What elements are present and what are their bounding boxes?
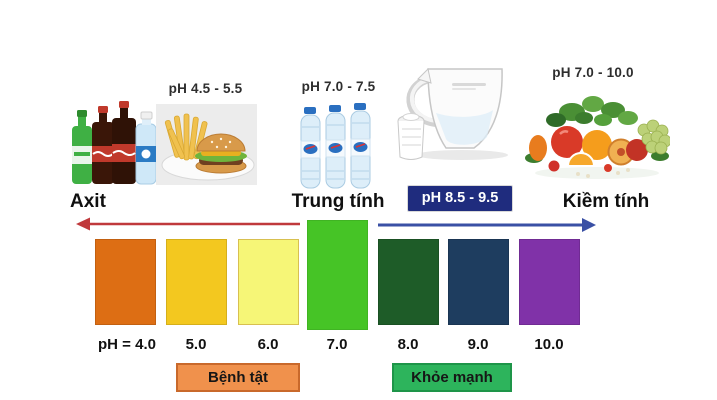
ph-bar-7 <box>307 220 368 330</box>
ph-tick-6: 6.0 <box>257 336 279 353</box>
acid-arrow <box>76 217 300 231</box>
ph-bar-5 <box>166 239 227 325</box>
fruits-vegetables-image <box>525 96 670 179</box>
ph-tick-5: 5.0 <box>185 336 207 353</box>
disease-status-badge: Bệnh tật <box>176 363 300 392</box>
ph-bar-4 <box>95 239 156 325</box>
ph-bar-9 <box>448 239 509 325</box>
healthy-status-badge: Khỏe mạnh <box>392 363 512 392</box>
acid-zone-label: Axit <box>70 191 106 212</box>
alkaline-zone-label: Kiềm tính <box>562 191 650 212</box>
neutral-ph-range: pH 7.0 - 7.5 <box>301 79 376 94</box>
acid-ph-range: pH 4.5 - 5.5 <box>168 81 243 96</box>
ph-tick-9: 9.0 <box>467 336 489 353</box>
ph-tick-10: 10.0 <box>534 336 564 353</box>
ph-bar-10 <box>519 239 580 325</box>
fast-food-image <box>156 104 257 185</box>
neutral-zone-label: Trung tính <box>291 191 385 212</box>
ph-bar-6 <box>238 239 299 325</box>
ph-tick-7: 7.0 <box>326 336 348 353</box>
ph-tick-8: 8.0 <box>397 336 419 353</box>
water-pitcher-image <box>397 67 508 160</box>
filtered-water-ph-badge: pH 8.5 - 9.5 <box>408 186 512 211</box>
ph-tick-4: pH = 4.0 <box>98 336 156 353</box>
soda-bottles-image <box>72 101 157 185</box>
alkaline-arrow <box>378 218 596 232</box>
water-bottles-image <box>300 103 371 189</box>
alkaline-ph-range: pH 7.0 - 10.0 <box>552 65 634 80</box>
ph-bar-8 <box>378 239 439 325</box>
